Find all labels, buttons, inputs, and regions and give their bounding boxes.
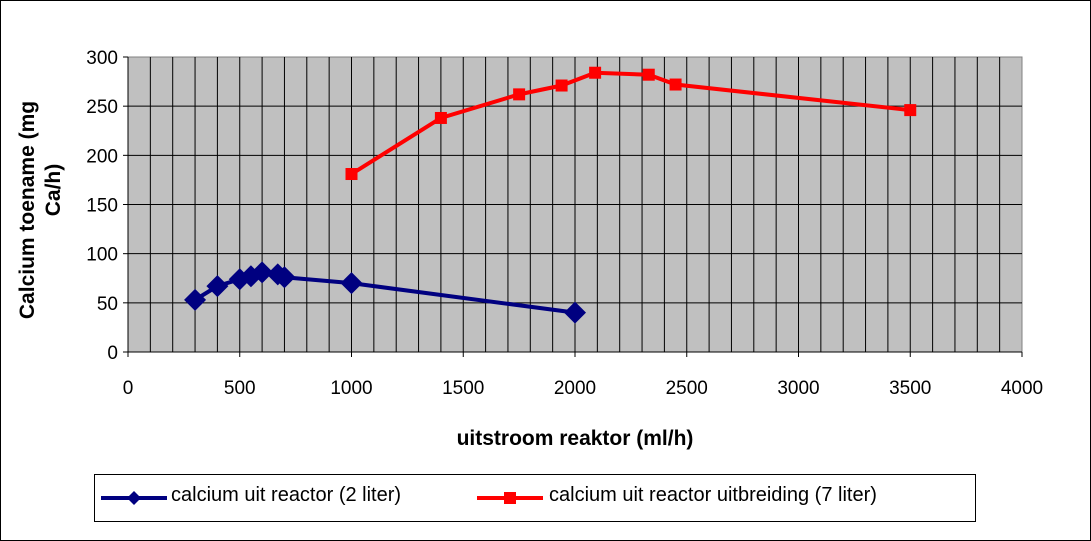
y-tick-label: 100 (86, 245, 118, 266)
x-tick-label: 1500 (442, 378, 484, 399)
x-tick-label: 3000 (777, 378, 819, 399)
data-point-series-1 (564, 301, 586, 324)
data-point-series-2 (589, 66, 602, 79)
legend: calcium uit reactor (2 liter) calcium ui… (94, 474, 976, 522)
legend-swatch-series-2 (477, 492, 543, 504)
data-point-series-2 (669, 78, 682, 91)
x-tick-label: 2000 (554, 378, 596, 399)
y-axis-label-line: Ca/h) (42, 164, 65, 217)
legend-label-series-1: calcium uit reactor (2 liter) (171, 484, 402, 506)
data-point-series-2 (434, 111, 447, 124)
y-tick-label: 0 (107, 343, 118, 364)
data-point-series-1 (184, 288, 207, 311)
y-tick-label: 300 (86, 48, 118, 69)
x-tick-label: 500 (224, 378, 256, 399)
legend-swatch-series-1 (101, 491, 167, 505)
x-axis-label: uitstroom reaktor (ml/h) (457, 427, 694, 450)
y-tick-label: 200 (86, 146, 118, 167)
data-point-series-2 (555, 79, 568, 92)
legend-label-series-2: calcium uit reactor uitbreiding (7 liter… (549, 484, 877, 506)
x-tick-label: 1000 (330, 378, 372, 399)
x-tick-label: 2500 (666, 378, 708, 399)
data-point-series-2 (904, 104, 917, 117)
data-point-series-1 (273, 266, 296, 289)
data-point-series-1 (340, 272, 363, 295)
data-point-series-1 (206, 275, 229, 298)
y-tick-label: 250 (86, 97, 118, 118)
y-tick-label: 50 (97, 294, 118, 315)
x-tick-label: 4000 (1001, 378, 1043, 399)
data-point-series-2 (345, 168, 358, 181)
data-point-series-2 (642, 68, 655, 81)
y-axis-label-line: Calcium toename (mg (16, 101, 39, 319)
x-tick-label: 0 (123, 378, 134, 399)
y-axis-label: Calcium toename (mg Ca/h) (16, 101, 65, 319)
x-tick-label: 3500 (889, 378, 931, 399)
data-point-series-1 (251, 261, 274, 284)
y-tick-label: 150 (86, 196, 118, 217)
data-point-series-2 (513, 88, 526, 101)
